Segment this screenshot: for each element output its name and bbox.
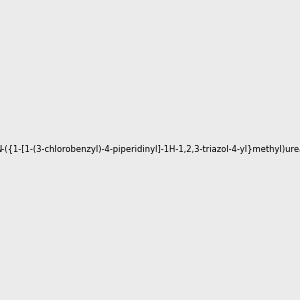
Text: N-({1-[1-(3-chlorobenzyl)-4-piperidinyl]-1H-1,2,3-triazol-4-yl}methyl)urea: N-({1-[1-(3-chlorobenzyl)-4-piperidinyl]… <box>0 146 300 154</box>
